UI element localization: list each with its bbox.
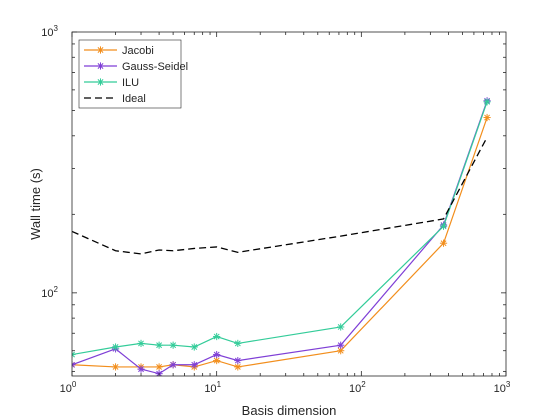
data-point-gauss-seidel (72, 361, 76, 369)
data-point-jacobi (337, 347, 345, 355)
data-point-ilu (190, 343, 198, 351)
data-point-ilu (137, 339, 145, 348)
legend-label-jacobi: Jacobi (122, 45, 154, 57)
data-point-ilu (155, 341, 163, 349)
legend-label-gauss-seidel: Gauss-Seidel (122, 61, 188, 73)
data-point-jacobi (439, 239, 448, 247)
data-point-jacobi (213, 356, 221, 365)
data-point-gauss-seidel (213, 350, 221, 359)
ticks-layer: 100 101 102 103 102 103 (41, 24, 511, 395)
y-tick-label: 102 (41, 285, 58, 300)
data-point-jacobi (483, 113, 491, 122)
legend-marker-ilu (96, 78, 105, 86)
data-point-gauss-seidel (337, 341, 345, 349)
x-tick-label: 100 (60, 380, 77, 395)
legend-label-ilu: ILU (122, 77, 139, 89)
data-point-gauss-seidel (169, 361, 177, 369)
y-axis-label: Wall time (s) (28, 168, 43, 240)
data-point-gauss-seidel (234, 356, 242, 365)
series-line-ideal (72, 136, 488, 255)
plot-area (71, 31, 507, 377)
data-point-ilu (169, 341, 177, 349)
data-point-jacobi (155, 363, 163, 371)
x-tick-label: 102 (349, 380, 366, 395)
data-point-ilu (111, 343, 120, 351)
legend-marker-jacobi (96, 46, 105, 54)
y-tick-label: 103 (41, 24, 58, 39)
data-point-ilu (483, 98, 491, 106)
legend-box (78, 39, 182, 109)
x-axis-label: Basis dimension (242, 403, 337, 418)
data-point-ilu (72, 350, 76, 359)
data-point-jacobi (111, 363, 120, 371)
x-tick-label: 103 (494, 380, 511, 395)
data-point-ilu (337, 323, 345, 331)
legend: Jacobi Gauss-Seidel ILU Ideal (78, 39, 188, 109)
x-tick-label: 101 (204, 380, 221, 395)
data-point-jacobi (234, 363, 242, 371)
data-point-ilu (213, 332, 221, 341)
series-layer (72, 97, 491, 376)
data-point-gauss-seidel (137, 365, 145, 373)
data-point-ilu (439, 222, 448, 230)
legend-label-ideal: Ideal (122, 93, 146, 105)
data-point-ilu (234, 339, 242, 348)
data-point-gauss-seidel (190, 361, 198, 369)
legend-marker-gauss-seidel (96, 62, 105, 70)
